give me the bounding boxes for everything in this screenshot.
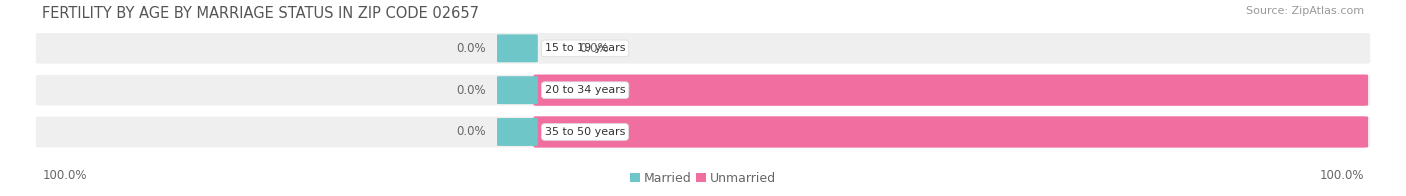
- Text: 0.0%: 0.0%: [456, 84, 486, 97]
- FancyBboxPatch shape: [496, 34, 537, 62]
- Text: 100.0%: 100.0%: [1371, 125, 1406, 138]
- Text: Source: ZipAtlas.com: Source: ZipAtlas.com: [1246, 6, 1364, 16]
- Text: 100.0%: 100.0%: [1319, 169, 1364, 181]
- FancyBboxPatch shape: [533, 74, 1368, 106]
- Text: 100.0%: 100.0%: [42, 169, 87, 181]
- Text: 0.0%: 0.0%: [456, 42, 486, 55]
- FancyBboxPatch shape: [496, 76, 537, 104]
- FancyBboxPatch shape: [35, 32, 1371, 64]
- Text: 0.0%: 0.0%: [456, 125, 486, 138]
- FancyBboxPatch shape: [496, 118, 537, 146]
- FancyBboxPatch shape: [533, 116, 1368, 148]
- Text: 0.0%: 0.0%: [579, 42, 609, 55]
- Text: 20 to 34 years: 20 to 34 years: [544, 85, 626, 95]
- Legend: Married, Unmarried: Married, Unmarried: [624, 167, 782, 190]
- FancyBboxPatch shape: [35, 116, 1371, 148]
- FancyBboxPatch shape: [35, 74, 1371, 106]
- Text: 35 to 50 years: 35 to 50 years: [544, 127, 626, 137]
- Text: FERTILITY BY AGE BY MARRIAGE STATUS IN ZIP CODE 02657: FERTILITY BY AGE BY MARRIAGE STATUS IN Z…: [42, 6, 479, 21]
- Text: 15 to 19 years: 15 to 19 years: [544, 43, 626, 53]
- Text: 100.0%: 100.0%: [1371, 84, 1406, 97]
